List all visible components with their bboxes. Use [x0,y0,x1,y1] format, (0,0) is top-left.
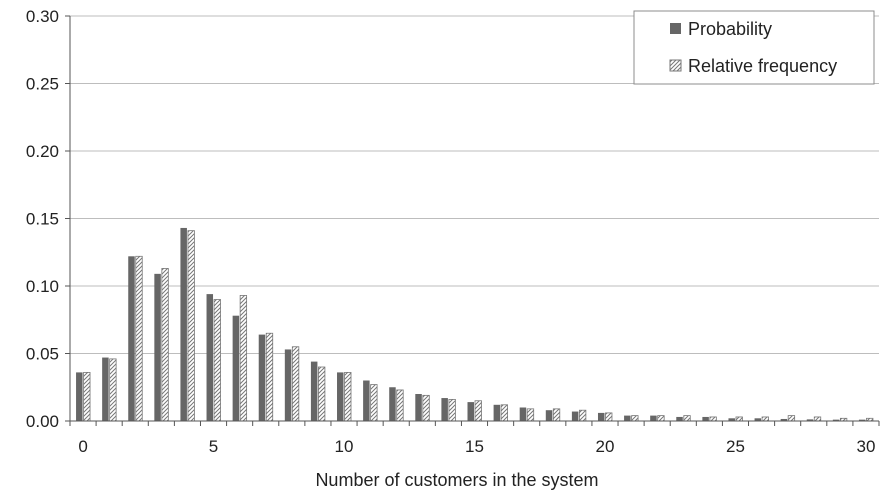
bar-probability [597,412,605,421]
bar-probability [180,227,187,421]
bar-probability [493,404,501,421]
bar-relative-frequency [813,416,822,422]
bars [76,227,874,422]
y-tick-label: 0.15 [26,210,59,229]
bar-probability [754,418,762,421]
bar-probability [858,419,866,421]
bar-relative-frequency [761,416,769,422]
bar-probability [206,294,214,421]
bar-relative-frequency [683,415,691,422]
bar-relative-frequency [422,394,430,422]
bar-probability [545,410,553,421]
y-tick-label: 0.25 [26,75,59,94]
legend-label-relative-frequency: Relative frequency [688,56,837,76]
bar-relative-frequency [657,415,665,422]
bar-relative-frequency [370,384,378,422]
y-tick-labels: 0.00 0.05 0.10 0.15 0.20 0.25 0.30 [26,7,59,431]
axes [65,15,880,426]
x-axis-title: Number of customers in the system [315,470,598,490]
bar-relative-frequency [265,332,274,422]
legend-label-probability: Probability [688,19,772,39]
bar-relative-frequency [709,416,717,422]
y-tick-label: 0.05 [26,345,59,364]
bar-relative-frequency [135,255,143,422]
bar-probability [650,415,657,421]
bar-relative-frequency [187,230,195,422]
bar-probability [284,349,292,421]
bar-relative-frequency [526,408,535,422]
x-tick-label: 10 [335,437,354,456]
bar-probability [519,407,527,421]
bar-relative-frequency [161,268,169,422]
bar-relative-frequency [631,415,639,422]
bar-relative-frequency [500,404,508,422]
legend-swatch-relative-frequency [669,59,682,72]
x-tick-label: 20 [596,437,615,456]
bar-relative-frequency [735,416,743,422]
y-tick-label: 0.00 [26,412,59,431]
bar-probability [363,380,370,421]
bar-relative-frequency [344,371,352,422]
bar-relative-frequency [787,415,796,422]
bar-probability [102,357,109,421]
bar-probability [441,398,448,421]
bar-probability [780,418,788,421]
bar-relative-frequency [605,412,613,422]
legend-swatch-probability [670,23,681,34]
bar-relative-frequency [213,299,221,422]
bar-relative-frequency [109,358,117,422]
bar-probability [258,334,266,421]
bar-relative-frequency [448,398,456,422]
bar-probability [806,419,814,421]
bar-relative-frequency [291,346,300,422]
bar-probability [128,256,135,421]
bar-relative-frequency [578,409,587,422]
bar-probability [337,372,344,421]
bar-probability [728,418,735,421]
bar-probability [467,402,474,421]
x-tick-label: 15 [465,437,484,456]
x-tick-label: 25 [726,437,745,456]
bar-relative-frequency [552,408,561,422]
bar-relative-frequency [474,400,482,422]
x-tick-label: 30 [856,437,875,456]
bar-probability [154,273,161,421]
bar-probability [571,411,579,421]
bar-probability [310,361,318,421]
x-tick-labels: 0 5 10 15 20 25 30 [78,437,875,456]
bar-relative-frequency [83,371,91,422]
legend: Probability Relative frequency [633,10,875,85]
x-tick-label: 5 [209,437,218,456]
bar-probability [415,394,422,421]
bar-relative-frequency [396,389,404,422]
bar-probability [76,372,83,421]
y-tick-label: 0.10 [26,277,59,296]
y-tick-label: 0.20 [26,142,59,161]
bar-probability [624,415,631,421]
x-tick-label: 0 [78,437,87,456]
bar-relative-frequency [239,295,248,422]
y-tick-label: 0.30 [26,7,59,26]
gridlines [70,15,879,354]
bar-relative-frequency [318,366,326,422]
bar-probability [702,416,709,421]
bar-probability [832,419,840,421]
bar-probability [389,387,396,421]
bar-probability [676,416,683,421]
bar-probability [232,315,240,421]
